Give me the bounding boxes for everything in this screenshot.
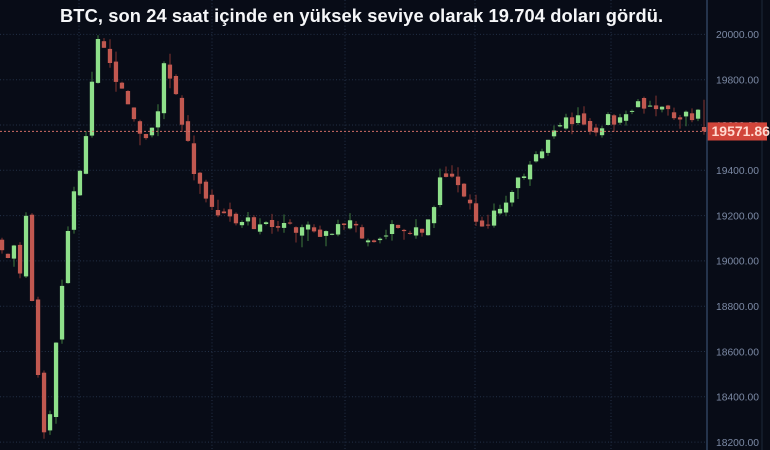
svg-text:19800.00: 19800.00 xyxy=(716,76,759,87)
svg-text:18800.00: 18800.00 xyxy=(716,302,759,313)
svg-text:19571.86: 19571.86 xyxy=(712,123,770,139)
svg-text:18200.00: 18200.00 xyxy=(716,438,759,449)
svg-text:20000.00: 20000.00 xyxy=(716,30,759,41)
svg-text:19200.00: 19200.00 xyxy=(716,211,759,222)
svg-text:19000.00: 19000.00 xyxy=(716,257,759,268)
svg-text:18600.00: 18600.00 xyxy=(716,347,759,358)
svg-text:18400.00: 18400.00 xyxy=(716,393,759,404)
svg-text:19400.00: 19400.00 xyxy=(716,166,759,177)
